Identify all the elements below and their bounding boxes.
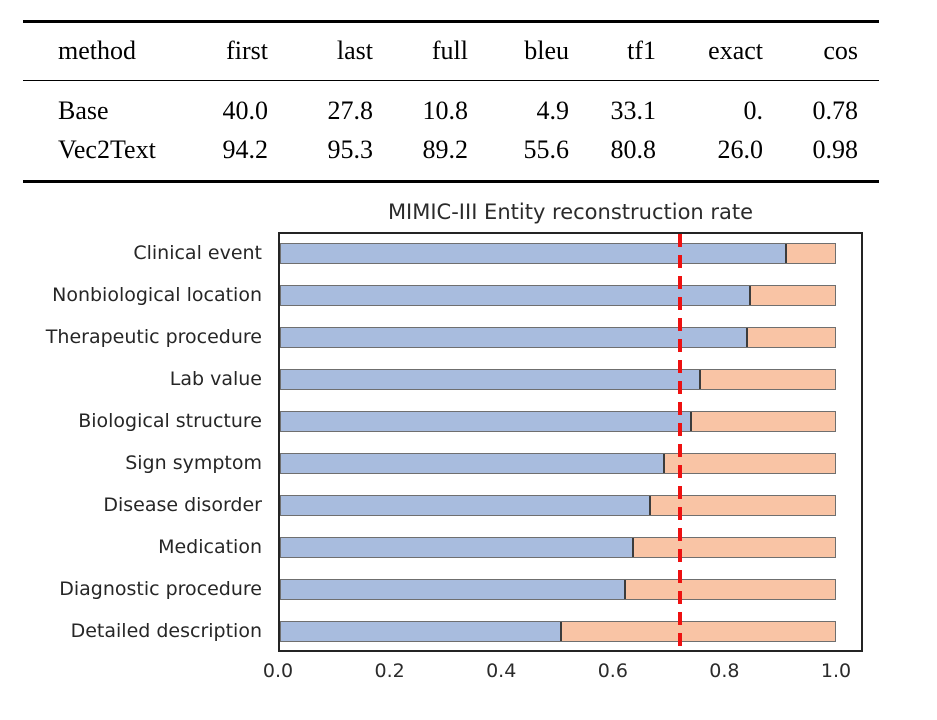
table-row-base: Base 40.0 27.8 10.8 4.9 33.1 0. 0.78 [23,91,879,130]
table-header-method: method [58,36,136,66]
category-label: Clinical event [133,241,262,264]
bar-blue-segment [281,537,635,557]
bar-blue-segment [281,285,751,305]
table-cell: 89.2 [422,134,469,164]
bar-blue-segment [281,411,693,431]
category-label: Medication [158,535,262,558]
stacked-bar [280,578,836,600]
bar-blue-segment [281,453,665,473]
stacked-bar [280,242,836,264]
category-label: Diagnostic procedure [59,577,262,600]
x-tick-label: 0.6 [597,660,628,682]
category-label: Sign symptom [125,451,262,474]
table-cell: 33.1 [610,95,657,125]
category-label: Detailed description [70,619,262,642]
table-cell: Vec2Text [58,134,156,164]
table-cell: 0.98 [812,134,859,164]
bar-blue-segment [281,621,562,641]
table-header-row: method first last full bleu tf1 exact co… [23,23,879,80]
x-tick-label: 1.0 [820,660,852,682]
stacked-bar [280,326,836,348]
category-label: Biological structure [78,409,262,432]
table-header-tf1: tf1 [627,36,656,66]
x-tick-label: 0.8 [709,660,740,682]
table-header-cos: cos [823,36,858,66]
table-mid-rule [23,79,879,82]
table-header-last: last [336,36,373,66]
table-bottom-rule [23,180,879,183]
table-header-full: full [431,36,468,66]
table-cell: 55.6 [523,134,570,164]
table-cell: Base [58,95,109,125]
table-cell: 95.3 [327,134,374,164]
table-cell: 10.8 [422,95,469,125]
table-header-bleu: bleu [524,36,569,66]
category-label: Disease disorder [103,493,262,516]
table-row-vec2text: Vec2Text 94.2 95.3 89.2 55.6 80.8 26.0 0… [23,130,879,169]
table-cell: 27.8 [327,95,374,125]
stacked-bar [280,410,836,432]
stacked-bar [280,536,836,558]
x-tick-label: 0.0 [262,660,294,682]
table-cell: 40.0 [222,95,269,125]
results-table: method first last full bleu tf1 exact co… [23,20,879,183]
stacked-bar [280,368,836,390]
stacked-bar [280,620,836,642]
stacked-bar [280,452,836,474]
table-header-first: first [226,36,268,66]
category-label: Therapeutic procedure [45,325,262,348]
stacked-bar [280,494,836,516]
bar-blue-segment [281,579,626,599]
table-header-exact: exact [708,36,763,66]
x-tick-label: 0.4 [486,660,517,682]
stacked-bar [280,284,836,306]
table-top-rule [23,20,879,23]
chart-title: MIMIC-III Entity reconstruction rate [387,200,754,224]
table-cell: 26.0 [717,134,764,164]
bar-blue-segment [281,243,787,263]
reference-line [677,234,682,650]
category-label: Nonbiological location [52,283,262,306]
bar-blue-segment [281,369,701,389]
bar-blue-segment [281,327,749,347]
table-cell: 0. [743,95,764,125]
table-cell: 80.8 [610,134,657,164]
table-cell: 0.78 [812,95,859,125]
table-cell: 94.2 [222,134,269,164]
table-cell: 4.9 [536,95,570,125]
x-tick-label: 0.2 [374,660,405,682]
category-label: Lab value [169,367,262,390]
bar-blue-segment [281,495,651,515]
